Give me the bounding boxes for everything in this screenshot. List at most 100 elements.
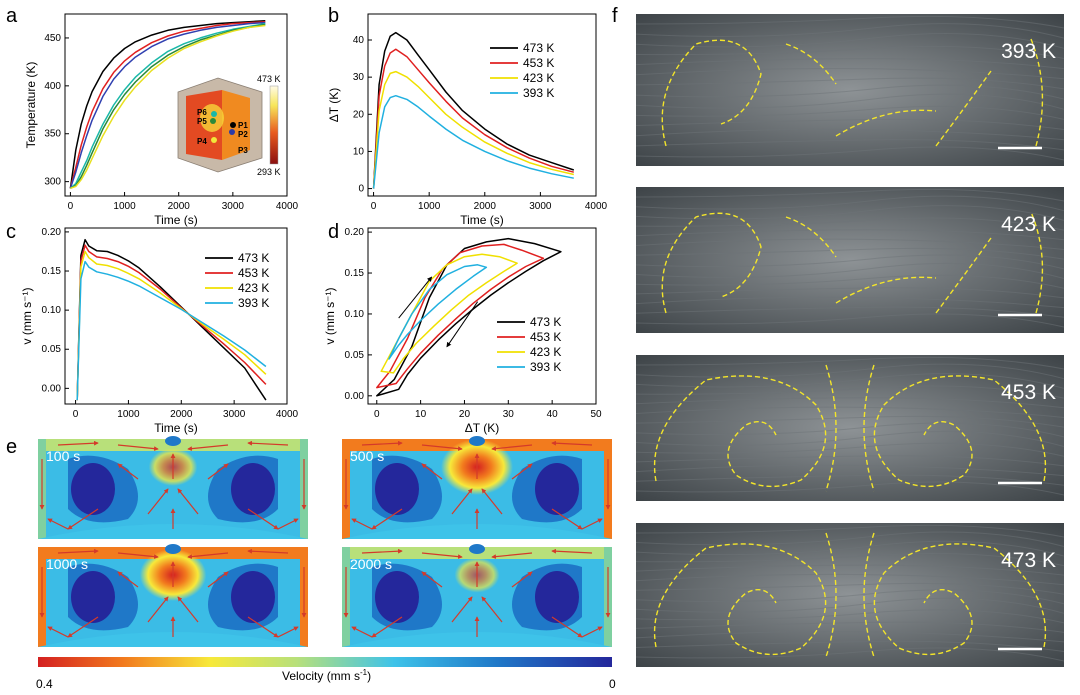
series-line-d-473-k bbox=[376, 237, 562, 397]
legend-label-b: 423 K bbox=[523, 71, 554, 85]
legend-label-c: 423 K bbox=[238, 281, 269, 295]
series-line-c-473-k bbox=[76, 238, 267, 401]
x-tick-label-c: 0 bbox=[73, 409, 79, 420]
panel-letter-e: e bbox=[6, 436, 17, 458]
x-axis-label-c: Time (s) bbox=[154, 421, 198, 435]
series-line-b-423-k bbox=[372, 70, 574, 189]
photo-texture-line bbox=[635, 84, 1065, 100]
photo-texture-line bbox=[635, 564, 1065, 576]
sim-velocity-arrow bbox=[551, 616, 583, 638]
x-tick-label-d: 30 bbox=[503, 409, 515, 420]
sim-velocity-arrow bbox=[361, 548, 403, 554]
photo-texture-line bbox=[635, 287, 1065, 299]
photo-temperature-label: 423 K bbox=[1001, 213, 1056, 236]
photo-texture-line bbox=[635, 573, 1065, 586]
photo-flow-trace bbox=[1030, 38, 1044, 147]
sim-left-vortex-core bbox=[375, 571, 419, 623]
photo-panel: 423 K bbox=[635, 187, 1065, 333]
colorbar-right-label: 0 bbox=[609, 677, 616, 691]
photo-panel: 393 K bbox=[635, 14, 1065, 166]
photo-center-trace bbox=[863, 364, 875, 492]
y-tick-label-c: 0.20 bbox=[42, 227, 62, 238]
series-line-c-453-k bbox=[76, 244, 267, 401]
sim-frame: 2000 s bbox=[342, 544, 612, 647]
sim-velocity-arrow bbox=[351, 518, 373, 530]
sim-velocity-arrow bbox=[187, 552, 229, 559]
photo-texture-line bbox=[635, 254, 1065, 270]
series-line-a-p2 bbox=[69, 20, 266, 189]
y-tick-label-d: 0.00 bbox=[345, 391, 365, 402]
photo-texture-line bbox=[635, 422, 1065, 438]
series-line-a-p6 bbox=[70, 24, 266, 190]
axes-frame-b bbox=[367, 13, 597, 197]
photo-texture-line bbox=[635, 67, 1065, 80]
sim-velocity-arrow bbox=[421, 552, 463, 559]
y-tick-label-d: 0.20 bbox=[345, 227, 365, 238]
panel-letter-c: c bbox=[6, 221, 16, 243]
series-line-b-393-k bbox=[372, 94, 574, 189]
y-tick-label-d: 0.10 bbox=[345, 309, 365, 320]
photo-texture-line bbox=[635, 464, 1065, 477]
sim-bottom-flow bbox=[342, 632, 612, 647]
inset-max-label: 473 K bbox=[257, 74, 281, 84]
inset-label-p1: P1 bbox=[238, 121, 248, 130]
axes-frame-a bbox=[64, 13, 288, 197]
photo-center-trace bbox=[825, 364, 837, 492]
chart-c: 0 1000 2000 3000 4000 0.00 0.05 0.10 0.15 0.20 Tim… bbox=[20, 227, 299, 435]
x-tick-label-d: 40 bbox=[547, 409, 559, 420]
photo-texture-line bbox=[635, 229, 1065, 241]
sim-bottom-flow bbox=[342, 524, 612, 539]
inset-point-p1 bbox=[230, 122, 236, 128]
photo-texture-line bbox=[635, 77, 1065, 90]
photo-background bbox=[636, 187, 1064, 333]
sim-velocity-arrow bbox=[481, 596, 503, 623]
sim-velocity-arrow bbox=[371, 616, 403, 638]
legend-label-d: 473 K bbox=[530, 315, 561, 329]
legend-label-d: 393 K bbox=[530, 360, 561, 374]
panel-letter-a: a bbox=[6, 5, 18, 27]
photo-texture-line bbox=[635, 313, 1065, 328]
x-tick-label-c: 4000 bbox=[276, 409, 299, 420]
photo-flow-trace bbox=[835, 109, 937, 137]
sim-top-stagnation bbox=[165, 436, 181, 446]
y-tick-label-b: 20 bbox=[353, 109, 365, 120]
photo-flow-trace bbox=[935, 70, 992, 147]
photo-texture-line bbox=[635, 609, 1065, 624]
photo-right-vortex-trace bbox=[873, 375, 1047, 488]
inset-label-p3: P3 bbox=[238, 146, 248, 155]
photo-texture-line bbox=[635, 217, 1065, 231]
legend-label-b: 453 K bbox=[523, 56, 554, 70]
legend-label-c: 473 K bbox=[238, 251, 269, 265]
sim-time-label: 100 s bbox=[46, 448, 80, 464]
sim-velocity-arrow bbox=[361, 440, 403, 446]
sim-top-stagnation bbox=[165, 544, 181, 554]
inset-thermal-model: P1 P2 P3 P4 P5 P6 473 K 293 K bbox=[177, 74, 281, 177]
sim-top-stagnation bbox=[469, 544, 485, 554]
y-tick-label-a: 300 bbox=[44, 177, 61, 188]
inset-point-p4 bbox=[211, 137, 217, 143]
panel-letter-d: d bbox=[328, 221, 339, 243]
sim-velocity-arrow bbox=[451, 488, 473, 515]
x-tick-label-b: 2000 bbox=[474, 201, 497, 212]
sim-velocity-arrow bbox=[247, 508, 279, 530]
sim-right-vortex-core bbox=[231, 463, 275, 515]
photo-texture-line bbox=[635, 397, 1065, 409]
photo-texture-line bbox=[635, 45, 1065, 59]
x-tick-label-c: 3000 bbox=[223, 409, 246, 420]
sim-frame: 1000 s bbox=[38, 544, 308, 647]
sim-flow-band bbox=[342, 547, 612, 647]
x-tick-label-b: 0 bbox=[371, 201, 377, 212]
series-line-a-p1 bbox=[69, 19, 266, 189]
x-tick-label-a: 2000 bbox=[168, 201, 191, 212]
photo-temperature-label: 393 K bbox=[1001, 40, 1056, 63]
sim-velocity-arrow bbox=[581, 626, 603, 638]
photo-texture-line bbox=[635, 553, 1065, 567]
sim-velocity-arrow bbox=[117, 463, 139, 480]
y-tick-label-b: 40 bbox=[353, 35, 365, 46]
colorbar-title: Velocity (mm s-1) bbox=[282, 668, 371, 683]
axes-frame-d bbox=[367, 227, 597, 405]
x-tick-label-b: 4000 bbox=[585, 201, 608, 212]
sim-velocity-arrow bbox=[67, 616, 99, 638]
sim-velocity-arrow bbox=[117, 552, 159, 559]
photo-temperature-label: 473 K bbox=[1001, 549, 1056, 572]
